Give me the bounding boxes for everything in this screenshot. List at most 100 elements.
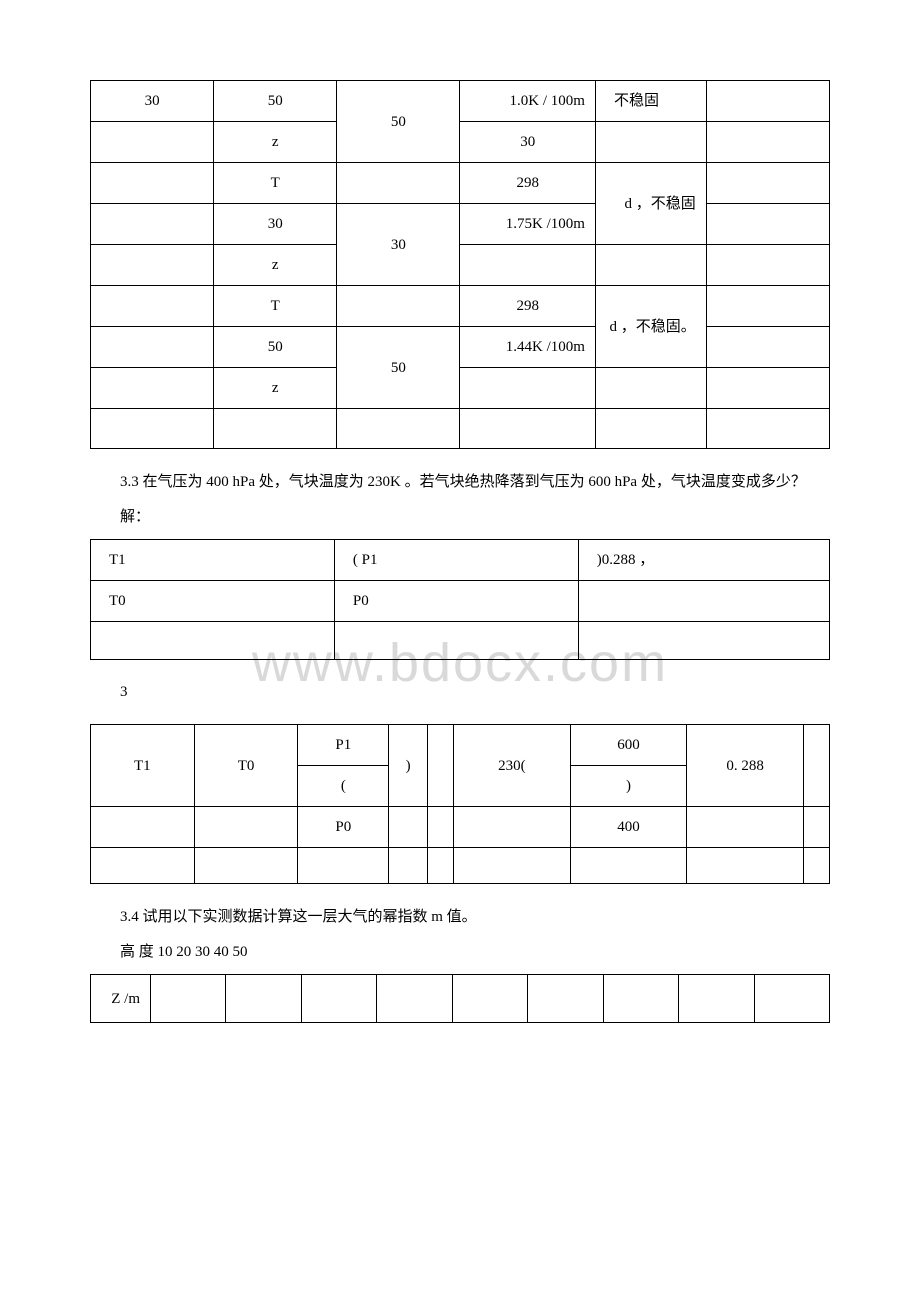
cell — [194, 807, 298, 848]
cell — [298, 848, 389, 884]
cell: 50 — [214, 327, 337, 368]
page-content: 30 50 50 1.0K / 100m 不稳固 z 30 T 298 d ，不… — [90, 80, 830, 1023]
cell — [706, 204, 829, 245]
cell: 30 — [337, 204, 460, 286]
cell — [377, 975, 452, 1023]
cell: 50 — [337, 81, 460, 163]
cell — [804, 725, 830, 807]
cell — [460, 368, 595, 409]
table-row: T 298 d ，不稳固。 — [91, 286, 830, 327]
table-row: 30 30 1.75K /100m — [91, 204, 830, 245]
cell: ( P1 — [334, 540, 578, 581]
cell — [687, 807, 804, 848]
cell: 1.44K /100m — [460, 327, 595, 368]
cell: 30 — [91, 81, 214, 122]
cell: T0 — [194, 725, 298, 807]
table-row: z — [91, 368, 830, 409]
cell — [804, 848, 830, 884]
table-row — [91, 848, 830, 884]
table-row: 30 50 50 1.0K / 100m 不稳固 — [91, 81, 830, 122]
table-height-data: Z /m — [90, 974, 830, 1023]
cell — [706, 409, 829, 449]
problem-3-3: 3.3 在气压为 400 hPa 处，气块温度为 230K 。若气块绝热降落到气… — [90, 469, 830, 496]
cell — [91, 163, 214, 204]
cell: 400 — [570, 807, 687, 848]
cell — [428, 807, 454, 848]
cell — [91, 286, 214, 327]
cell — [428, 725, 454, 807]
cell: ( — [298, 766, 389, 807]
table-row — [91, 622, 830, 660]
cell — [337, 409, 460, 449]
cell — [334, 622, 578, 660]
table-row: T0 P0 — [91, 581, 830, 622]
cell — [603, 975, 678, 1023]
cell — [595, 368, 706, 409]
table-row: T1 ( P1 )0.288 ， — [91, 540, 830, 581]
cell: 0. 288 — [687, 725, 804, 807]
cell — [389, 807, 428, 848]
cell: 298 — [460, 163, 595, 204]
cell: 298 — [460, 286, 595, 327]
cell: 1.75K /100m — [460, 204, 595, 245]
cell — [151, 975, 226, 1023]
cell — [687, 848, 804, 884]
cell — [337, 286, 460, 327]
page-number-3: 3 — [90, 680, 830, 704]
cell: 30 — [214, 204, 337, 245]
cell: 不稳固 — [595, 81, 706, 122]
cell — [91, 204, 214, 245]
cell — [226, 975, 301, 1023]
cell — [706, 368, 829, 409]
table-stability: 30 50 50 1.0K / 100m 不稳固 z 30 T 298 d ，不… — [90, 80, 830, 449]
cell — [460, 245, 595, 286]
cell — [454, 807, 571, 848]
table-row: Z /m — [91, 975, 830, 1023]
cell — [91, 807, 195, 848]
cell: )0.288 ， — [578, 540, 829, 581]
cell — [570, 848, 687, 884]
cell: Z /m — [91, 975, 151, 1023]
cell: 600 — [570, 725, 687, 766]
table-row: 50 50 1.44K /100m — [91, 327, 830, 368]
cell — [460, 409, 595, 449]
cell: z — [214, 122, 337, 163]
cell: 1.0K / 100m — [460, 81, 595, 122]
cell — [452, 975, 527, 1023]
data-line: 高 度 10 20 30 40 50 — [90, 939, 830, 966]
cell — [91, 245, 214, 286]
cell — [595, 409, 706, 449]
table-formula-1: T1 ( P1 )0.288 ， T0 P0 — [90, 539, 830, 660]
cell — [706, 327, 829, 368]
cell — [679, 975, 754, 1023]
cell: P0 — [298, 807, 389, 848]
cell: ) — [389, 725, 428, 807]
cell: T1 — [91, 540, 335, 581]
cell — [706, 81, 829, 122]
cell — [337, 163, 460, 204]
solution-label: 解： — [90, 504, 830, 531]
cell: z — [214, 245, 337, 286]
cell — [301, 975, 376, 1023]
cell — [804, 807, 830, 848]
cell — [91, 848, 195, 884]
cell — [428, 848, 454, 884]
problem-3-4: 3.4 试用以下实测数据计算这一层大气的幂指数 m 值。 — [90, 904, 830, 931]
cell — [578, 622, 829, 660]
table-formula-2: T1 T0 P1 ) 230( 600 0. 288 ( ) P0 400 — [90, 724, 830, 884]
cell: T — [214, 286, 337, 327]
cell — [578, 581, 829, 622]
cell — [706, 163, 829, 204]
table-row: z — [91, 245, 830, 286]
cell — [528, 975, 603, 1023]
table-row — [91, 409, 830, 449]
cell: d ，不稳固。 — [595, 286, 706, 368]
cell: 30 — [460, 122, 595, 163]
cell: P0 — [334, 581, 578, 622]
cell — [214, 409, 337, 449]
table-row: T1 T0 P1 ) 230( 600 0. 288 — [91, 725, 830, 766]
cell: 230( — [454, 725, 571, 807]
cell — [754, 975, 830, 1023]
cell — [91, 327, 214, 368]
cell — [706, 122, 829, 163]
